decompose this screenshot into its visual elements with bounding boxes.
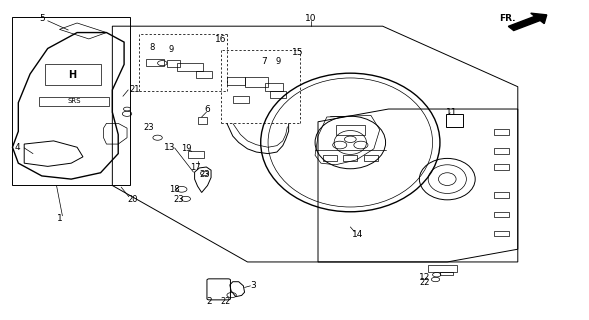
Text: 12: 12 (419, 273, 431, 282)
Bar (244, 77, 268, 87)
Bar (494, 129, 509, 134)
Text: 3: 3 (250, 281, 256, 290)
Text: 2: 2 (207, 297, 212, 306)
Bar (45, 64, 101, 85)
Text: 6: 6 (204, 106, 210, 115)
Text: 20: 20 (128, 195, 138, 204)
Text: 22: 22 (221, 297, 231, 306)
Text: 10: 10 (305, 14, 317, 23)
Bar (323, 155, 337, 161)
Text: 13: 13 (164, 143, 175, 152)
Bar (196, 71, 212, 78)
Bar (494, 193, 509, 198)
Bar (197, 117, 207, 124)
Bar (39, 97, 110, 106)
Bar (167, 60, 180, 67)
Text: 23: 23 (144, 123, 154, 132)
Text: 1: 1 (57, 214, 62, 223)
Bar (494, 231, 509, 236)
Bar (227, 77, 244, 85)
Polygon shape (531, 13, 547, 24)
Text: 22: 22 (420, 278, 430, 287)
Bar (177, 63, 203, 71)
Text: 23: 23 (173, 195, 184, 204)
Text: FR.: FR. (499, 14, 515, 23)
Bar (428, 265, 456, 272)
Text: 21: 21 (130, 85, 140, 94)
Text: H: H (68, 70, 77, 80)
Bar (343, 155, 358, 161)
Bar (265, 83, 283, 91)
Text: 15: 15 (292, 48, 303, 57)
Text: 9: 9 (276, 57, 281, 66)
Text: 18: 18 (168, 185, 180, 194)
Text: 4: 4 (14, 143, 20, 152)
Bar (494, 148, 509, 154)
Polygon shape (508, 16, 540, 30)
Text: 16: 16 (216, 35, 227, 44)
Bar (494, 212, 509, 217)
Text: 14: 14 (352, 230, 363, 239)
Text: 17: 17 (190, 163, 201, 172)
Text: 5: 5 (39, 14, 45, 23)
Bar (233, 96, 249, 103)
Text: 8: 8 (150, 43, 155, 52)
Text: SRS: SRS (67, 98, 81, 104)
Bar (446, 114, 462, 126)
Bar (187, 151, 204, 158)
Bar (12, 17, 130, 186)
Text: 19: 19 (181, 144, 191, 153)
Bar (364, 155, 378, 161)
Bar (494, 164, 509, 170)
Text: 7: 7 (261, 57, 267, 66)
Text: 11: 11 (446, 108, 458, 117)
Bar (270, 91, 286, 98)
Bar (147, 59, 164, 66)
Text: 23: 23 (199, 170, 210, 179)
Text: 9: 9 (168, 44, 174, 54)
Bar (336, 125, 365, 134)
Bar (440, 272, 453, 275)
